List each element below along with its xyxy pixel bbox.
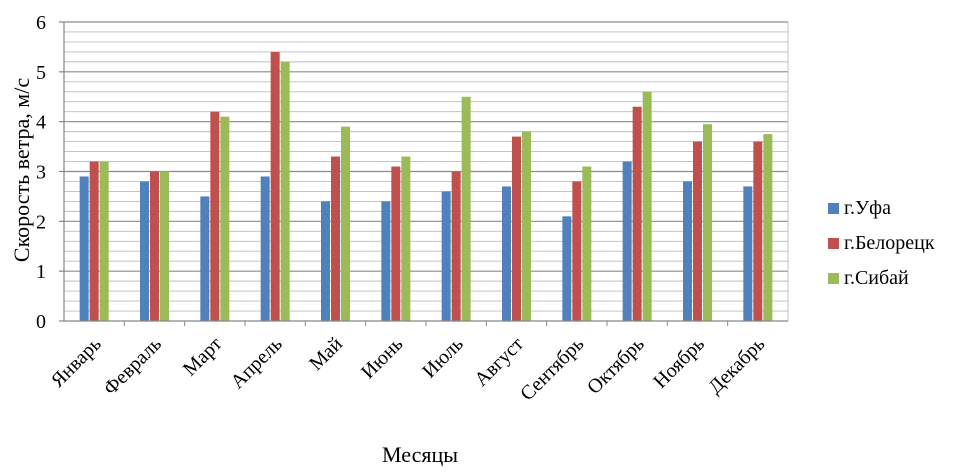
gridlines xyxy=(64,21,788,312)
bar xyxy=(512,136,521,321)
bar xyxy=(622,161,632,321)
y-tick-label: 0 xyxy=(36,311,46,333)
bar xyxy=(401,156,411,321)
y-tick-label: 5 xyxy=(36,62,46,84)
bar xyxy=(200,196,210,321)
x-category-label: Июнь xyxy=(357,333,407,383)
axes xyxy=(59,21,789,326)
legend-label: г.Сибай xyxy=(844,267,909,289)
x-category-label: Сентябрь xyxy=(516,333,588,405)
bar xyxy=(220,116,230,321)
x-category-label: Август xyxy=(470,333,528,391)
bar xyxy=(140,181,149,321)
y-tick-label: 4 xyxy=(36,112,46,134)
bar xyxy=(150,171,159,321)
bars xyxy=(79,51,773,322)
bar xyxy=(210,111,220,321)
x-category-label: Февраль xyxy=(99,333,166,400)
bar xyxy=(381,201,391,321)
y-tick-label: 3 xyxy=(36,162,46,184)
bar xyxy=(99,161,109,321)
bar xyxy=(341,126,350,322)
bar xyxy=(160,171,169,321)
bar xyxy=(461,96,471,321)
x-category-label: Март xyxy=(179,333,227,381)
bar xyxy=(562,216,572,321)
y-tick-labels: 0 1 2 3 4 5 6 xyxy=(36,12,46,333)
bar xyxy=(572,181,582,321)
bar xyxy=(441,191,451,321)
bar xyxy=(331,156,340,321)
bar xyxy=(451,171,461,321)
legend-label: г.Уфа xyxy=(844,197,891,219)
legend: г.Уфа г.Белорецк г.Сибай xyxy=(828,197,935,289)
bar xyxy=(89,161,99,321)
bar xyxy=(321,201,330,321)
bar xyxy=(743,186,753,321)
x-category-label: Октябрь xyxy=(583,333,649,399)
bar xyxy=(642,91,652,322)
bar xyxy=(683,181,692,321)
bar xyxy=(502,186,511,321)
bar xyxy=(693,141,702,321)
legend-swatch xyxy=(828,273,839,284)
bar xyxy=(280,61,290,321)
bar xyxy=(632,106,642,321)
bar xyxy=(522,131,531,321)
x-category-label: Июль xyxy=(418,333,467,382)
x-category-label: Апрель xyxy=(227,333,287,393)
legend-swatch xyxy=(828,238,839,249)
legend-swatch xyxy=(828,203,839,214)
legend-label: г.Белорецк xyxy=(844,232,935,254)
bar xyxy=(763,134,773,321)
y-axis-title: Скорость ветра, м/с xyxy=(9,78,34,262)
bar xyxy=(260,176,270,321)
y-tick-label: 1 xyxy=(36,261,46,283)
bar xyxy=(703,124,712,322)
bar xyxy=(79,176,89,321)
x-category-label: Ноябрь xyxy=(649,333,709,393)
y-tick-label: 6 xyxy=(36,12,46,34)
bar xyxy=(582,166,592,321)
x-category-label: Январь xyxy=(47,333,106,392)
bar xyxy=(270,51,280,322)
x-category-label: Май xyxy=(305,333,347,375)
bar xyxy=(391,166,401,321)
x-axis-title: Месяцы xyxy=(382,442,458,467)
bar xyxy=(753,141,763,321)
y-tick-label: 2 xyxy=(36,211,46,233)
x-category-label: Декабрь xyxy=(704,333,769,398)
